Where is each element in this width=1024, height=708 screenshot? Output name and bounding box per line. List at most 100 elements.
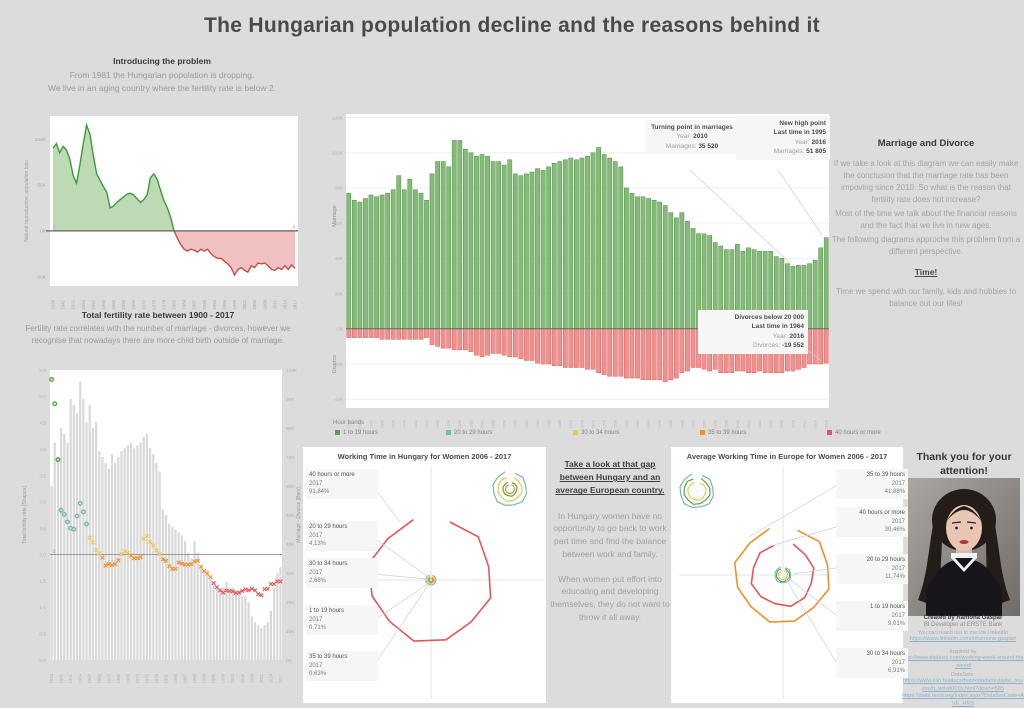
radar-annotation-year: 2017: [891, 518, 905, 525]
chart-annotation: Divorces below 20 000 Last time in 1964 Ye…: [698, 310, 808, 354]
svg-text:1962: 1962: [525, 420, 529, 428]
chart-annotation: New high point Last time in 1995 Year: 201…: [736, 116, 830, 160]
reach-out-text: You can reach out to me via LinkedIn: [917, 630, 1009, 636]
svg-text:1981: 1981: [172, 299, 177, 309]
svg-text:2002: 2002: [747, 420, 751, 428]
svg-text:4,5: 4,5: [39, 421, 46, 427]
radar-annotation-value: 0,63%: [309, 671, 327, 678]
svg-text:1978: 1978: [154, 673, 159, 683]
legend-swatch-green: [335, 430, 340, 435]
europe-radar-title: Average Working Time in Europe for Women…: [686, 452, 888, 461]
svg-text:1975: 1975: [144, 673, 149, 683]
svg-text:4,0: 4,0: [39, 447, 46, 453]
datasets-label: DataSets:: [950, 672, 976, 679]
legend-item-label: 30 to 34 hours: [581, 430, 620, 437]
legend-swatch-teal: [446, 430, 451, 435]
svg-text:2008: 2008: [780, 420, 784, 428]
legend-item-orange[interactable]: 35 to 39 hours: [700, 430, 746, 436]
dataset-link-oecd[interactable]: https://stats.oecd.org/index.aspx?DataSe…: [902, 693, 1024, 707]
legend-swatch-red: [827, 430, 832, 435]
legend-item-teal[interactable]: 20 to 29 hours: [446, 430, 492, 436]
svg-text:1936: 1936: [380, 420, 384, 428]
svg-text:1941: 1941: [61, 299, 66, 309]
svg-text:1972: 1972: [141, 299, 146, 309]
legend-item-red[interactable]: 40 hours or more: [827, 430, 881, 436]
legend-item-yellow[interactable]: 30 to 34 hours: [573, 430, 619, 436]
svg-text:1938: 1938: [392, 420, 396, 428]
radar-annotation-band: 20 to 29 hours: [866, 557, 905, 563]
fertility-subtext: Fertility rate correlates with the numbe…: [25, 324, 291, 345]
annotation-title: Turning point in marriages: [651, 124, 733, 131]
svg-text:2017: 2017: [278, 673, 283, 683]
gap-p1: In Hungary women have no opportunity to …: [553, 510, 667, 559]
svg-text:1982: 1982: [636, 420, 640, 428]
radar-annotation-value: 91,84%: [309, 489, 330, 496]
annotation-title: New high point: [779, 120, 826, 127]
svg-text:1964: 1964: [536, 420, 540, 428]
svg-text:1987: 1987: [192, 299, 197, 309]
svg-text:0K: 0K: [40, 229, 47, 235]
svg-text:1951: 1951: [71, 299, 76, 309]
radar-annotation: 35 to 39 hours 2017 41,88%: [836, 469, 908, 500]
linkedin-link[interactable]: https://www.linkedin.com/in/ramona-gaspa…: [909, 636, 1017, 642]
radar-annotation: 1 to 19 hours 2017 9,01%: [836, 601, 908, 632]
dataset-link-ksh[interactable]: https://www.ksh.hu/docs/hun/xstadat/xsta…: [902, 678, 1024, 692]
svg-text:1998: 1998: [725, 420, 729, 428]
svg-text:1958: 1958: [503, 420, 507, 428]
radar-annotation-band: 20 to 29 hours: [309, 524, 348, 530]
svg-text:1976: 1976: [603, 420, 607, 428]
gap-heading: Take a look at that gap between Hungary …: [555, 459, 665, 496]
svg-text:2016: 2016: [825, 420, 829, 428]
svg-text:1974: 1974: [591, 420, 595, 428]
svg-text:60K: 60K: [286, 484, 295, 490]
radar-annotation: 35 to 39 hours 2017 0,63%: [306, 651, 378, 682]
svg-text:1938: 1938: [51, 299, 56, 309]
svg-text:1946: 1946: [436, 420, 440, 428]
svg-text:Natural reproduction, populati: Natural reproduction, population loss: [24, 160, 30, 242]
svg-text:2012: 2012: [802, 420, 806, 428]
legend-item-green[interactable]: 1 to 19 hours: [335, 430, 378, 436]
radar-annotation-band: 1 to 19 hours: [309, 608, 345, 614]
svg-text:5,5: 5,5: [39, 368, 46, 374]
radar-annotation-year: 2017: [891, 612, 905, 619]
svg-text:2,5: 2,5: [39, 526, 46, 532]
time-heading: Time!: [914, 267, 938, 277]
svg-text:1948: 1948: [447, 420, 451, 428]
chart-annotation: Turning point in marriages Year: 2010 Marr…: [646, 120, 738, 155]
svg-text:3,0: 3,0: [39, 500, 46, 506]
svg-text:100K: 100K: [35, 137, 47, 143]
intro-line-1: From 1981 the Hungarian population is dr…: [69, 70, 255, 80]
svg-text:1940: 1940: [403, 420, 407, 428]
radar-annotation-band: 40 hours or more: [859, 510, 905, 516]
radar-annotation: 40 hours or more 2017 91,84%: [306, 469, 378, 500]
svg-text:2014: 2014: [268, 673, 273, 683]
svg-text:40K: 40K: [286, 542, 295, 548]
radar-annotation: 20 to 29 hours 2017 11,74%: [836, 554, 908, 585]
radar-annotation-value: 41,88%: [884, 489, 905, 496]
fertility-text-block: Total fertility rate between 1900 - 2017…: [12, 310, 304, 347]
svg-text:2005: 2005: [240, 673, 245, 683]
svg-text:2005: 2005: [252, 299, 257, 309]
gap-text-block: Take a look at that gap between Hungary …: [549, 458, 671, 636]
svg-text:1950: 1950: [458, 420, 462, 428]
legend-item-label: 20 to 29 hours: [454, 430, 493, 437]
annotation-row: Year: 2010: [676, 133, 708, 141]
marriage-text-p1: If we take a look at this diagram we can…: [833, 159, 1019, 204]
svg-text:1941: 1941: [59, 673, 64, 683]
svg-text:Marriage: Marriage: [332, 205, 338, 227]
legend-item-label: 35 to 39 hours: [708, 430, 747, 437]
inspired-link[interactable]: http://www.dadaviz.com/working-week-arou…: [902, 655, 1024, 669]
svg-text:2008: 2008: [249, 673, 254, 683]
radar-annotation-value: 30,46%: [884, 527, 905, 534]
svg-text:1957: 1957: [91, 299, 96, 309]
hungary-radar-title: Working Time in Hungary for Women 2006 -…: [337, 452, 512, 461]
svg-text:Marriage - Divorce [Bars]: Marriage - Divorce [Bars]: [296, 487, 302, 543]
svg-text:1966: 1966: [547, 420, 551, 428]
svg-text:1,5: 1,5: [39, 579, 46, 585]
annotation-row: Marriages: 35 520: [665, 142, 719, 150]
hour-bands-legend: Hour bands 1 to 19 hours 20 to 29 hours 30…: [333, 420, 1023, 438]
svg-text:1972: 1972: [580, 420, 584, 428]
credits-block: Created by Ramóna Gáspár BI Developer at…: [902, 615, 1024, 708]
radar-annotation-year: 2017: [891, 480, 905, 487]
svg-text:-50K: -50K: [36, 275, 47, 281]
